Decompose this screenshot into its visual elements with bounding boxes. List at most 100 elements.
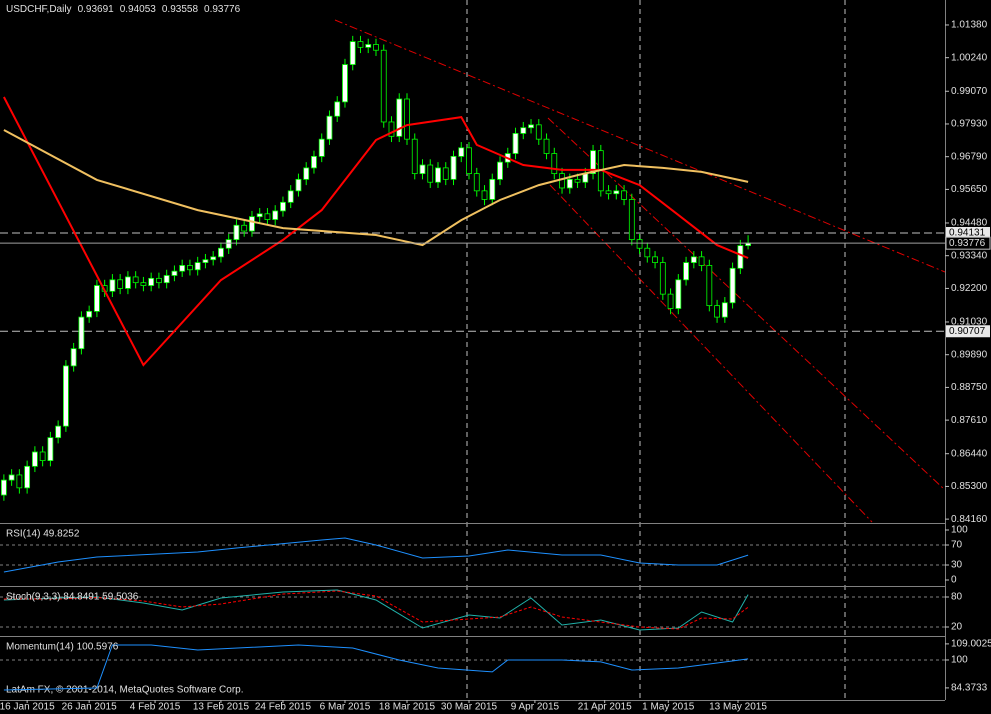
candle-body (171, 270, 178, 276)
candle-body (380, 49, 387, 123)
ohlc-value: 0.93776 (204, 4, 241, 15)
y-tick-label: 0.93340 (951, 250, 988, 261)
candle-body (318, 138, 325, 157)
candle-body (543, 138, 550, 154)
candle-body (683, 262, 689, 281)
indicator-title: Stoch(9,3,3) 84.8491 59.5036 (6, 592, 139, 603)
candle-body (55, 425, 62, 439)
y-tick-label: 0 (951, 575, 957, 586)
candle-body (659, 262, 666, 295)
price-label: 0.94131 (949, 228, 986, 239)
candle-body (411, 138, 418, 175)
candle-body (675, 279, 682, 309)
candle-body (303, 167, 310, 180)
candle-body (512, 133, 519, 154)
candle-body (287, 190, 294, 203)
price-label: 0.90707 (949, 326, 986, 337)
x-tick-label: 26 Jan 2015 (62, 702, 117, 713)
x-tick-label: 30 Mar 2015 (441, 702, 498, 713)
y-tick-label: 0.88750 (951, 382, 988, 393)
candle-body (559, 173, 565, 189)
candle-body (427, 164, 434, 183)
candle-body (70, 348, 77, 367)
candle-body (667, 293, 674, 309)
candle-body (39, 451, 46, 461)
current-price-label: 0.93776 (949, 238, 986, 249)
candle-body (535, 124, 542, 140)
y-tick-label: 70 (951, 540, 963, 551)
indicator-line (3, 537, 749, 573)
indicator-line (3, 644, 749, 691)
candle-body (272, 210, 279, 220)
trend-line (547, 117, 946, 491)
candle-body (78, 316, 85, 350)
candle-body (551, 153, 558, 175)
indicator-title: RSI(14) 49.8252 (6, 529, 80, 540)
x-tick-label: 24 Feb 2015 (255, 702, 312, 713)
candle-body (225, 239, 232, 249)
y-tick-label: 84.3733 (951, 683, 988, 694)
y-tick-label: 0.87610 (951, 415, 988, 426)
x-tick-label: 9 Apr 2015 (511, 702, 560, 713)
candle-body (280, 201, 286, 212)
candle-body (163, 275, 170, 284)
candle-body (194, 262, 201, 271)
indicator-line (3, 590, 749, 630)
y-tick-label: 109.0025 (951, 639, 991, 650)
candle-body (721, 302, 728, 318)
x-tick-label: 13 Feb 2015 (193, 702, 250, 713)
candle-body (613, 190, 620, 195)
candle-body (644, 247, 651, 258)
price-label-box (946, 226, 990, 239)
y-tick-label: 1.01380 (951, 20, 988, 31)
y-tick-label: 0.99070 (951, 86, 988, 97)
y-tick-label: 0.89890 (951, 349, 988, 360)
indicator-line (3, 96, 749, 367)
candle-body (349, 41, 356, 65)
candle-body (0, 479, 7, 496)
candle-body (8, 474, 15, 481)
ohlc-value: 0.94053 (120, 4, 157, 15)
candle-body (24, 465, 31, 489)
candle-body (132, 276, 139, 284)
candle-body (690, 256, 697, 263)
price-label-box (945, 236, 991, 250)
price-label-box (946, 325, 990, 338)
y-tick-label: 0.91030 (951, 317, 988, 328)
x-tick-label: 4 Feb 2015 (130, 702, 181, 713)
candle-body (295, 178, 302, 192)
candle-body (326, 115, 333, 140)
candle-body (729, 267, 736, 304)
candle-body (31, 451, 38, 467)
y-tick-label: 80 (951, 592, 963, 603)
candle-body (156, 277, 162, 284)
trend-line (549, 184, 873, 523)
candle-body (404, 98, 410, 140)
y-tick-label: 0.96790 (951, 151, 988, 162)
candle-body (357, 41, 364, 48)
candle-body (94, 285, 100, 312)
candle-body (636, 239, 643, 249)
trend-lines (334, 19, 946, 523)
trend-line (334, 19, 946, 273)
candle-body (125, 276, 131, 289)
candle-body (497, 161, 503, 180)
candle-body (481, 190, 488, 200)
x-tick-label: 21 Apr 2015 (578, 702, 632, 713)
candle-body (450, 155, 457, 180)
candle-body (62, 365, 69, 427)
ohlc-value: 0.93691 (78, 4, 115, 15)
candle-body (489, 178, 496, 200)
candle-body (528, 124, 534, 129)
candle-body (109, 279, 116, 292)
candle-body (419, 164, 426, 175)
ohlc-value: 0.93558 (162, 4, 199, 15)
candle-body (342, 64, 348, 103)
candle-body (706, 265, 713, 307)
y-tick-label: 100 (951, 655, 968, 666)
candle-body (256, 213, 263, 218)
x-tick-label: 13 May 2015 (709, 702, 767, 713)
candle-body (590, 150, 596, 175)
